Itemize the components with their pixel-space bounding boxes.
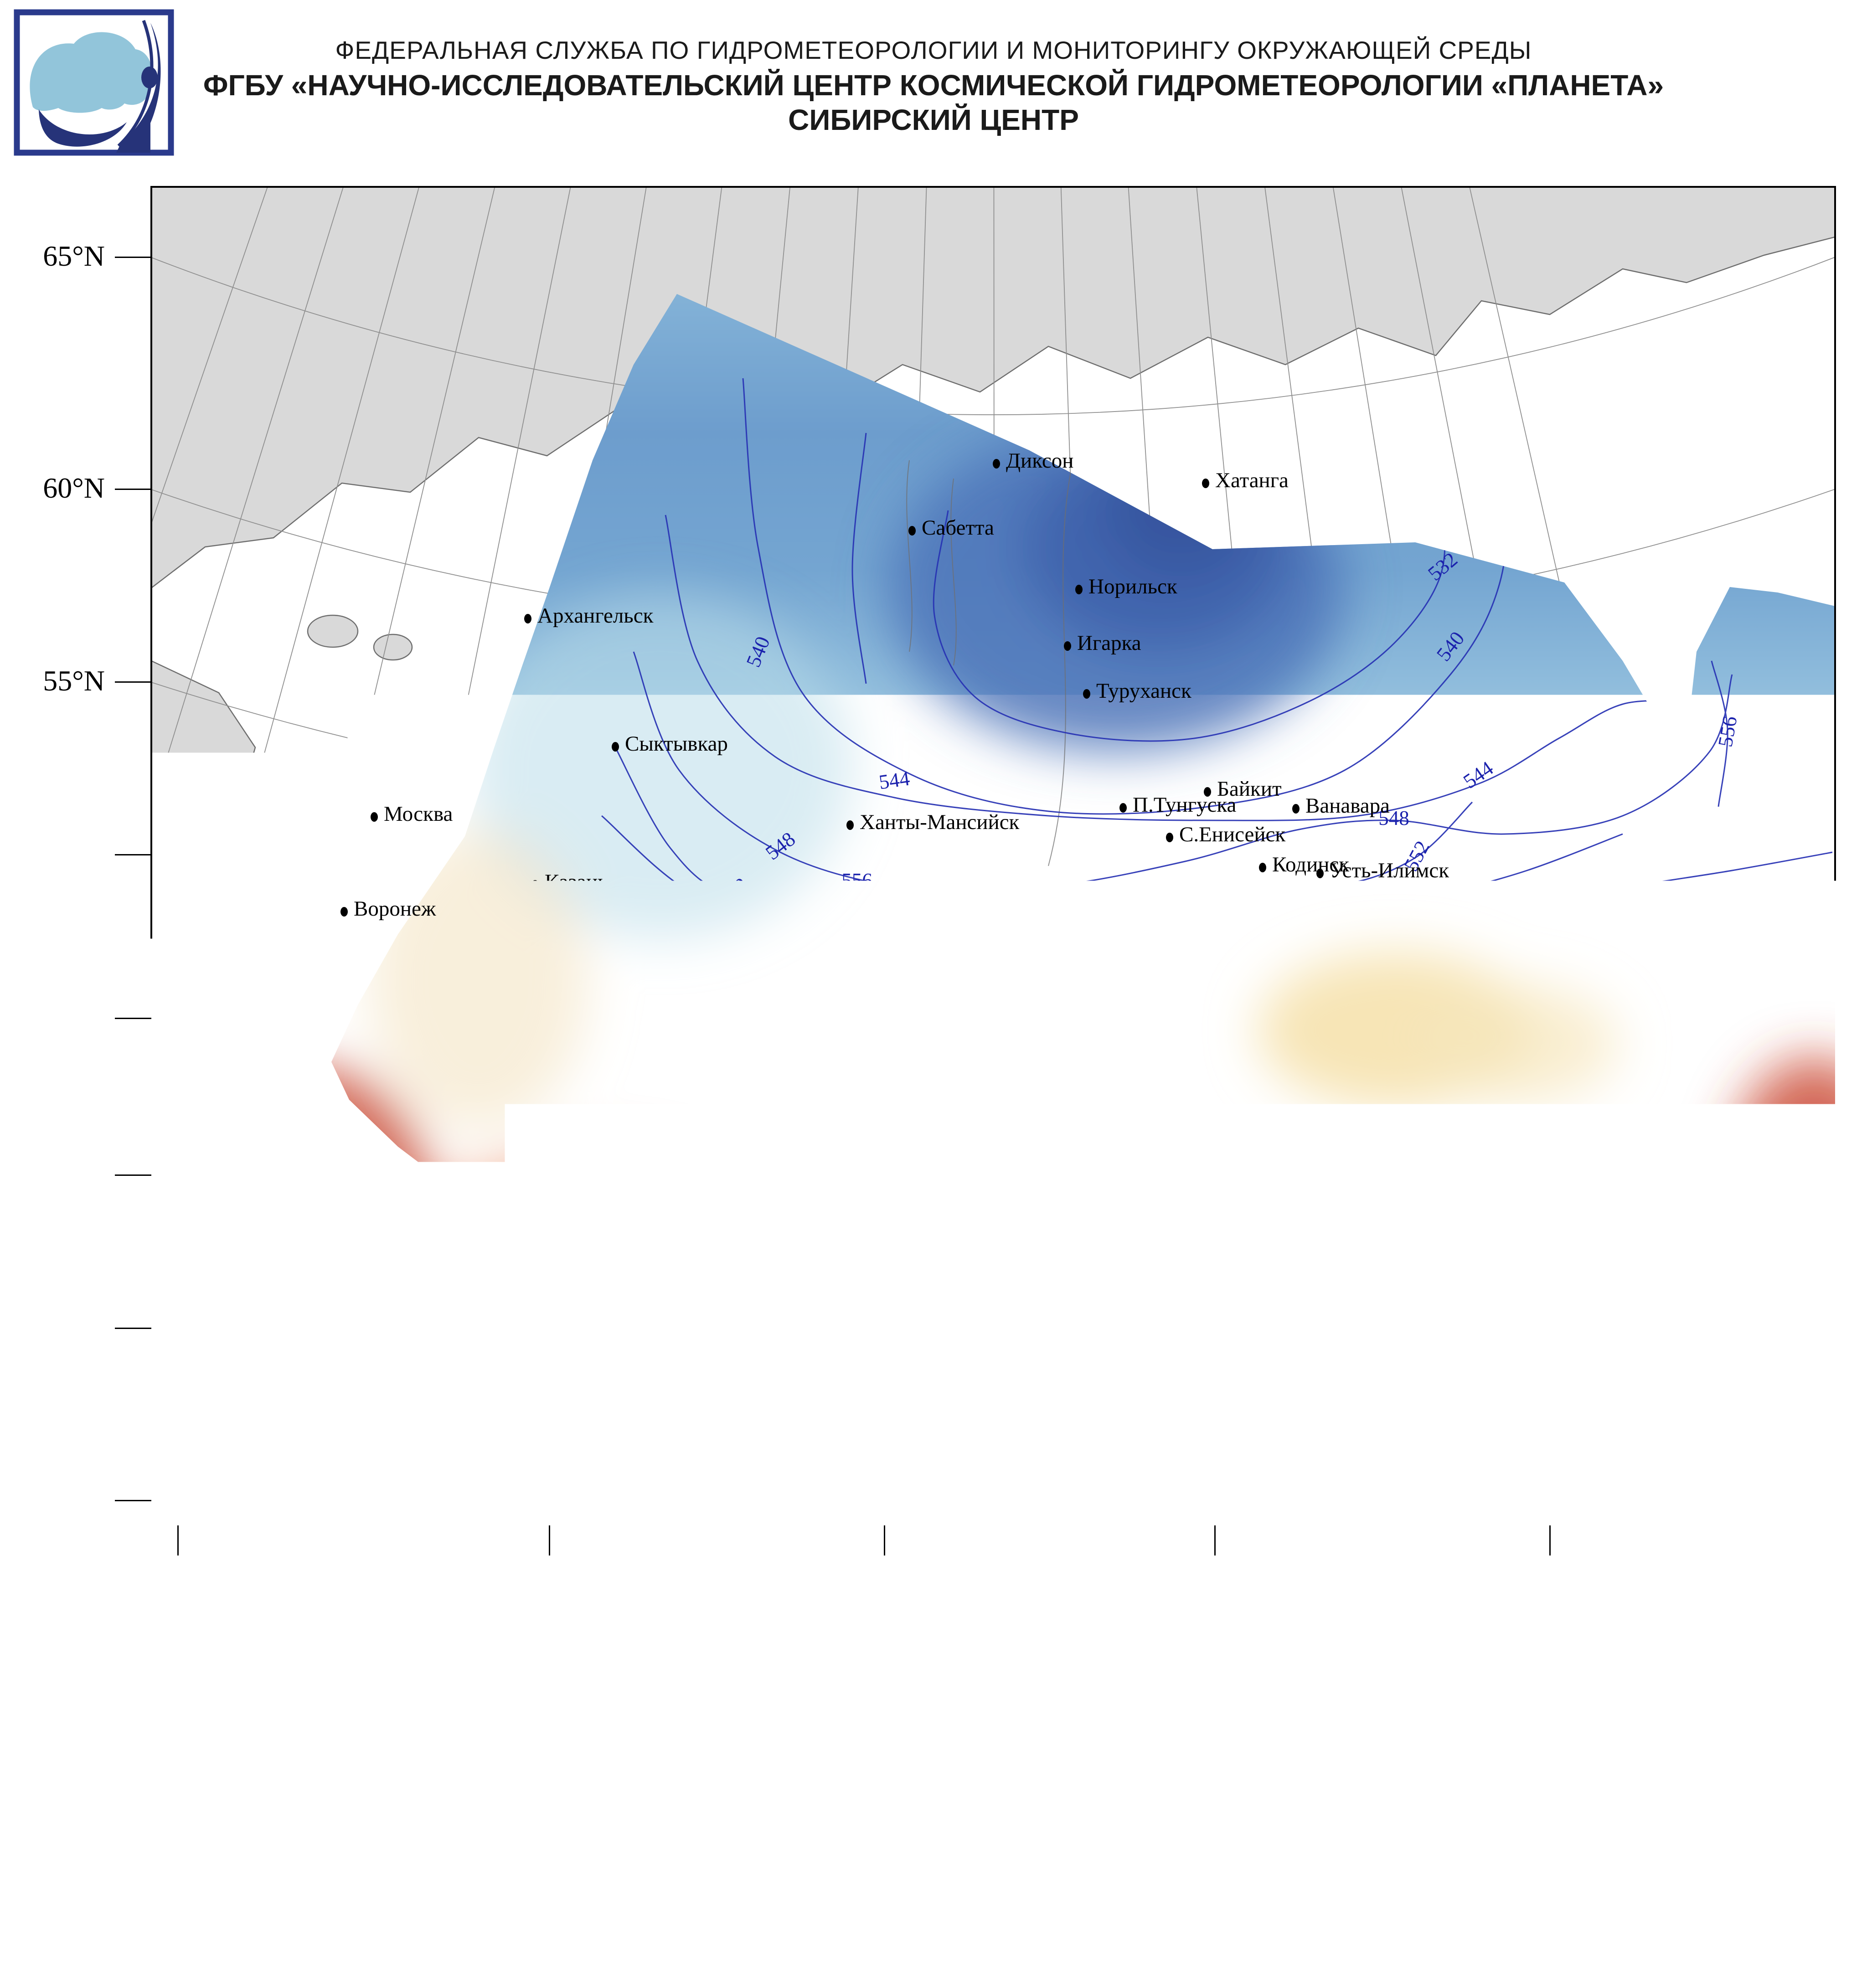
city-label: С.Енисейск — [1166, 822, 1285, 847]
city-label: Тегеран — [382, 1385, 466, 1410]
city-label: П.Тунгуска — [1119, 793, 1236, 817]
city-label: Москва — [371, 802, 453, 826]
lat-axis-label: 55°N — [0, 664, 105, 698]
contour-value-label: 572 — [906, 1181, 937, 1205]
lat-tick — [115, 854, 151, 855]
lon-tick — [549, 1525, 550, 1555]
lat-axis-label: 50°N — [0, 837, 105, 870]
lon-axis-label: 60°E — [520, 1553, 579, 1587]
city-label: Сыктывкар — [612, 731, 728, 756]
lon-tick — [1214, 1525, 1216, 1555]
city-label: Ашхабад — [544, 1373, 640, 1398]
city-label: Чимбай — [608, 1249, 691, 1274]
city-label: Чита — [1527, 952, 1584, 977]
lat-axis-label: 45°N — [0, 1000, 105, 1034]
lat-tick — [115, 1500, 151, 1501]
city-label: Диксон — [993, 448, 1073, 473]
city-label: Красноярск — [1177, 937, 1296, 961]
lat-axis-label: 30°N — [0, 1483, 105, 1516]
lat-tick — [115, 1174, 151, 1176]
city-label: Ханты-Мансийск — [846, 810, 1019, 834]
contour-value-label: 544 — [877, 767, 911, 794]
lon-tick — [884, 1525, 885, 1555]
page: ФЕДЕРАЛЬНАЯ СЛУЖБА ПО ГИДРОМЕТЕОРОЛОГИИ … — [0, 0, 1867, 1988]
city-label: Абакан — [1173, 1002, 1252, 1027]
city-label: Игарка — [1064, 631, 1141, 655]
city-label: Душанбе — [755, 1396, 851, 1420]
city-label: Пекин — [1706, 1222, 1777, 1246]
city-label: Казань — [531, 870, 608, 894]
city-label: Норильск — [1075, 574, 1177, 599]
lon-tick — [177, 1525, 179, 1555]
city-label: Ванавара — [1292, 793, 1390, 818]
contour-value-label: 556 — [841, 869, 872, 892]
lon-axis-label: 105°E — [1513, 1553, 1587, 1587]
city-label: Туруханск — [1083, 679, 1191, 703]
city-label: Воронеж — [340, 896, 436, 921]
city-label: Улан-Батор — [1456, 1092, 1573, 1117]
contour-value-label: 556 — [1408, 887, 1439, 911]
city-label: Урумчи — [1138, 1271, 1221, 1296]
lon-axis-label: 45°E — [149, 1553, 207, 1587]
lon-axis-label: 75°E — [855, 1553, 914, 1587]
city-label: Екатеринбург — [701, 895, 840, 920]
city-label: Хатанга — [1202, 468, 1289, 493]
small-cold-spot — [976, 1329, 1003, 1349]
lat-tick — [115, 257, 151, 258]
lat-tick — [115, 1018, 151, 1019]
city-label: Курган — [764, 945, 841, 969]
city-label: Астана — [844, 1074, 922, 1099]
city-label: Омск — [886, 978, 948, 1002]
city-label: Сивас — [152, 1164, 220, 1189]
city-label: Новосибирск — [1037, 979, 1172, 1004]
city-label: Архангельск — [524, 603, 653, 628]
lat-axis-label: 35°N — [0, 1310, 105, 1344]
lat-axis-label: 60°N — [0, 471, 105, 505]
lat-axis-label: 65°N — [0, 239, 105, 273]
city-label: Усть-Илимск — [1316, 858, 1449, 883]
city-label: Сабетта — [908, 515, 994, 540]
city-label: Ростов-на-Дону — [297, 1014, 455, 1039]
lat-tick — [115, 1328, 151, 1329]
lon-axis-label: 90°E — [1186, 1553, 1244, 1587]
lon-tick — [1549, 1525, 1551, 1555]
lat-tick — [115, 489, 151, 490]
city-label: Атырау — [497, 1107, 578, 1131]
lat-tick — [115, 681, 151, 683]
contour-value-label: 568 — [1250, 1458, 1284, 1485]
lat-axis-label: 40°N — [0, 1157, 105, 1191]
city-label: Ставрополь — [305, 1085, 425, 1109]
city-label: Кызыл — [1226, 1052, 1301, 1077]
city-label: Иркутск — [1380, 996, 1470, 1020]
city-label: Бишкек — [882, 1301, 966, 1326]
